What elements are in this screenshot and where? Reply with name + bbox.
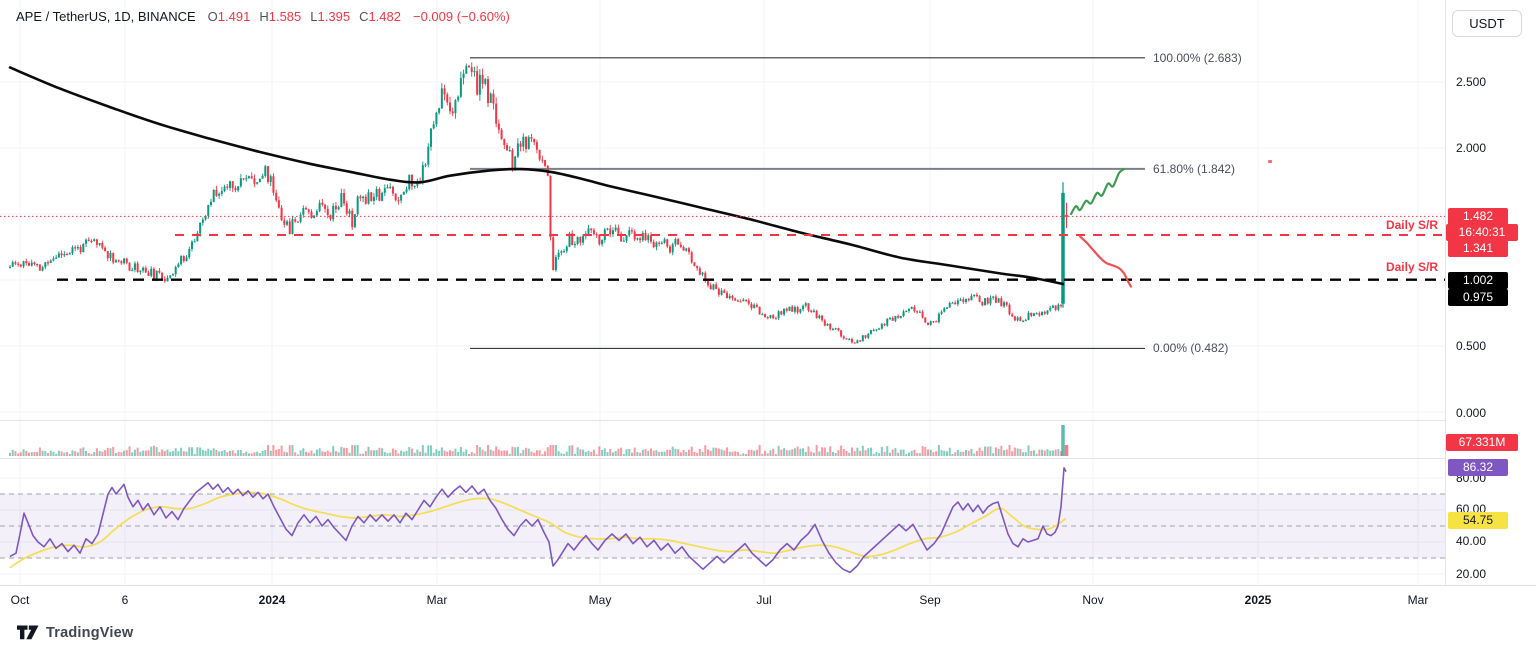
- time-axis-label: Nov: [1082, 593, 1104, 607]
- symbol-header: APE / TetherUS, 1D, BINANCE O1.491 H1.585…: [16, 9, 510, 24]
- time-axis-label: Jul: [756, 593, 772, 607]
- price-axis-label: 2.500: [1456, 75, 1487, 89]
- axis-badge-rsi-value: 86.32: [1448, 459, 1508, 476]
- time-axis-label: 2025: [1244, 593, 1272, 607]
- axis-badge-countdown: 16:40:31: [1446, 224, 1518, 241]
- chart-artifact-dot: [1268, 160, 1272, 163]
- volume-bars-down: [14, 445, 1063, 456]
- chart-plot-area[interactable]: [0, 0, 1445, 585]
- candle-wicks-up: [9, 63, 1059, 344]
- volume-bars-up: [9, 445, 1060, 456]
- rsi-ma-line[interactable]: [9, 491, 1067, 569]
- rsi-line[interactable]: [9, 467, 1067, 574]
- axis-badge-rsi-ma-value: 54.75: [1448, 512, 1508, 529]
- time-axis-label: Oct: [10, 593, 30, 607]
- ohlc-item: L1.395: [310, 9, 351, 24]
- pane-separator[interactable]: [0, 420, 1536, 421]
- axis-badge-sr-price-0975: 0.975: [1448, 289, 1508, 306]
- pane-separator[interactable]: [0, 458, 1536, 459]
- price-axis-label: 2.000: [1456, 141, 1487, 155]
- candle-wicks-down: [14, 62, 1062, 344]
- axis-badge-sr-price-1341: 1.341: [1448, 240, 1508, 257]
- price-axis-label: 40.00: [1456, 534, 1487, 548]
- projection-up-drawing[interactable]: [1069, 168, 1126, 216]
- tradingview-logo[interactable]: TradingView: [17, 623, 133, 642]
- time-axis-label: Mar: [1407, 593, 1429, 607]
- price-axis-label: 0.000: [1456, 406, 1487, 420]
- time-axis-label: May: [588, 593, 612, 607]
- axis-badge-current-price: 1.482: [1448, 208, 1508, 225]
- time-axis[interactable]: Oct 6 2024 Mar May Jul Sep Nov 2025 Mar: [0, 585, 1536, 614]
- ohlc-item: O1.491: [207, 9, 251, 24]
- change-value: −0.009 (−0.60%): [413, 9, 510, 24]
- daily-sr-label: Daily S/R: [1385, 218, 1438, 232]
- ohlc-item: H1.585: [259, 9, 302, 24]
- time-axis-label: 2024: [258, 593, 286, 607]
- fib-level-label: 0.00% (0.482): [1153, 341, 1229, 356]
- axis-badge-sr-price-1002: 1.002: [1448, 272, 1508, 289]
- symbol-title[interactable]: APE / TetherUS, 1D, BINANCE: [16, 9, 196, 24]
- daily-sr-label: Daily S/R: [1385, 260, 1438, 274]
- price-axis-label: 20.00: [1456, 567, 1487, 581]
- ma-line[interactable]: [8, 66, 1065, 286]
- time-axis-label: 6: [121, 593, 129, 607]
- price-axis-label: 0.500: [1456, 339, 1487, 353]
- time-axis-label: Sep: [919, 593, 941, 607]
- tradingview-logo-icon: [17, 625, 39, 640]
- fib-level-label: 61.80% (1.842): [1153, 161, 1236, 176]
- time-axis-label: Mar: [426, 593, 448, 607]
- currency-toggle-button[interactable]: USDT: [1452, 10, 1522, 37]
- axis-badge-volume-value: 67.331M: [1446, 434, 1518, 451]
- price-axis[interactable]: 2.500 2.000 0.500 0.000 80.00 60.00 40.00 20.00…: [1445, 0, 1536, 613]
- candle-bodies-down: [14, 65, 1063, 344]
- ohlc-values: O1.491 H1.585 L1.395 C1.482: [208, 9, 401, 24]
- projection-down-drawing[interactable]: [1078, 235, 1133, 288]
- tradingview-logo-text: TradingView: [46, 624, 134, 641]
- fib-level-label: 100.00% (2.683): [1153, 50, 1242, 65]
- ohlc-item: C1.482: [359, 9, 401, 24]
- candle-bodies-up: [9, 65, 1060, 344]
